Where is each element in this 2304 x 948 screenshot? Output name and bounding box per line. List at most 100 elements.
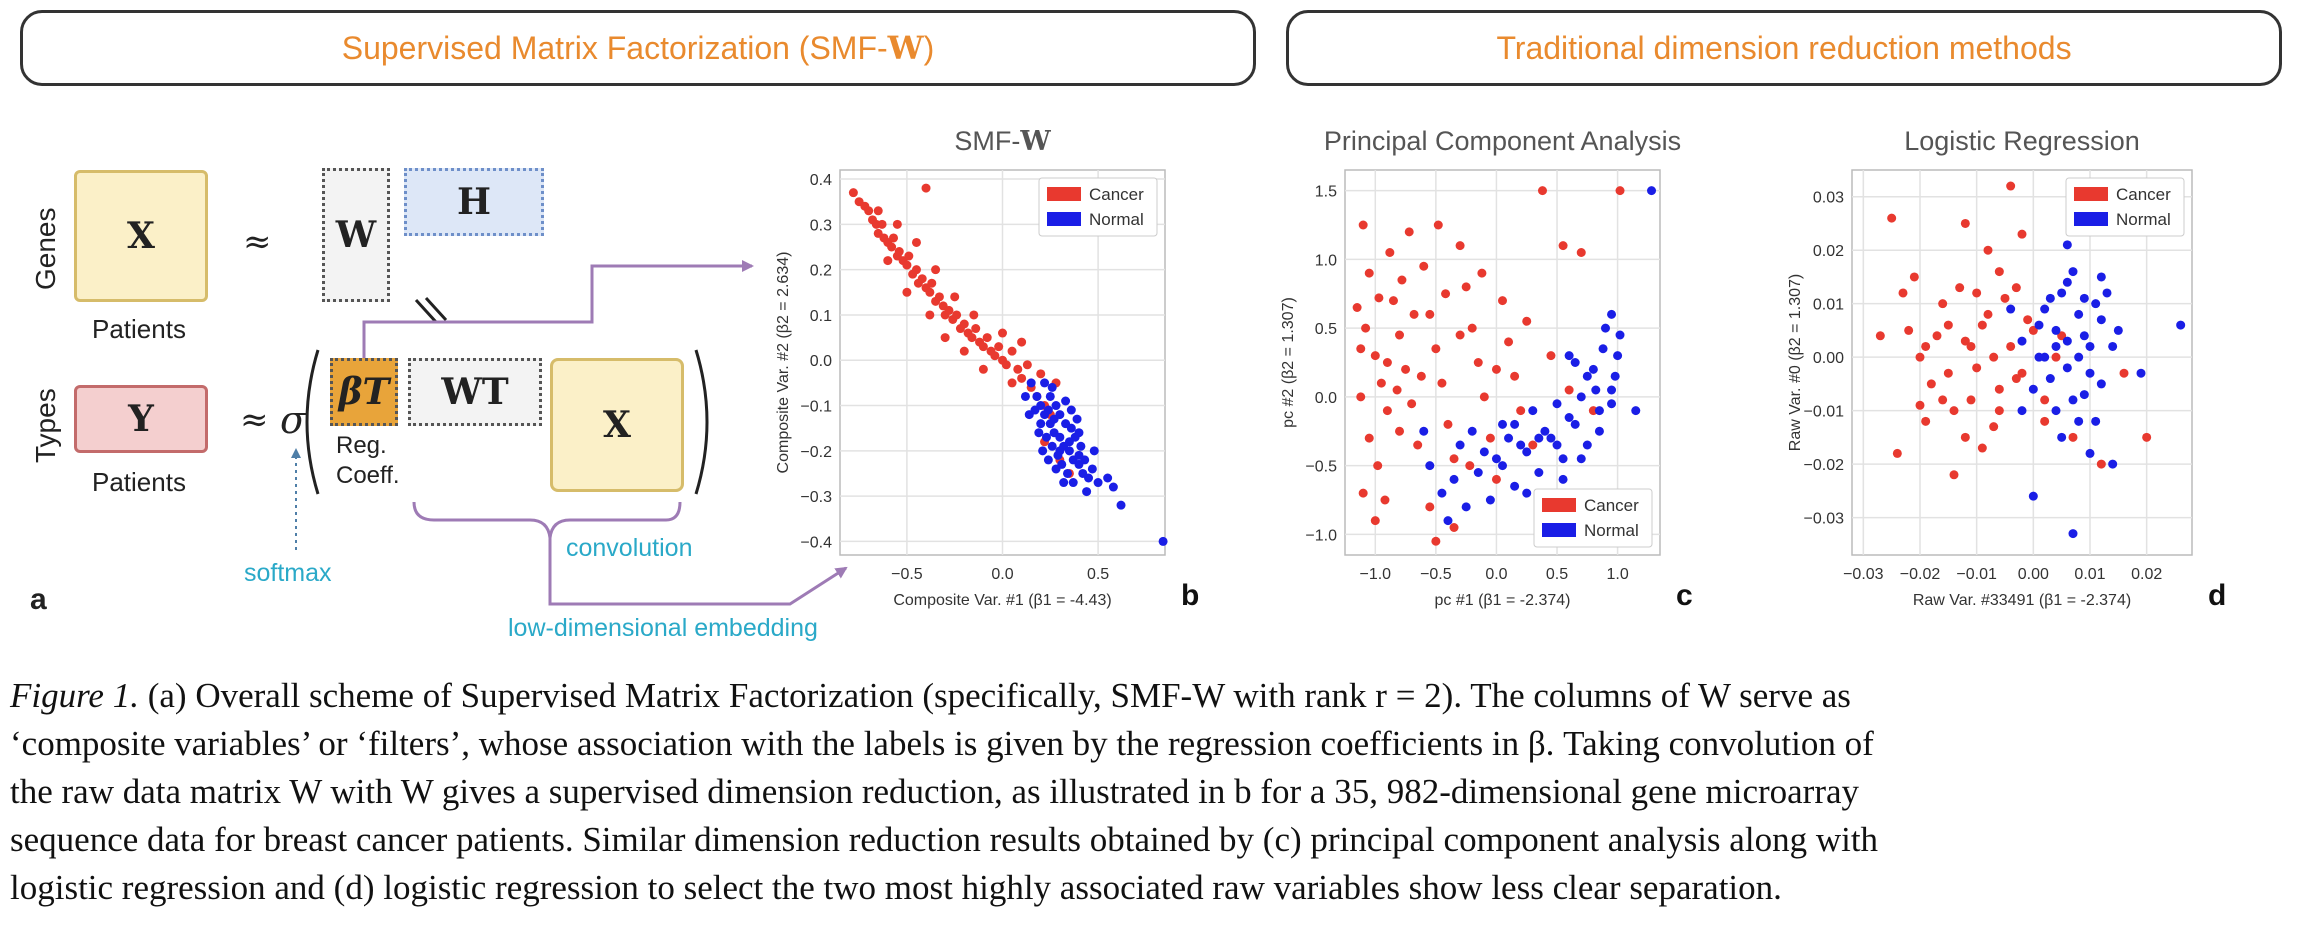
normal-point [1055,446,1065,456]
normal-point [1158,536,1168,546]
caption-line-4: sequence data for breast cancer patients… [10,820,1879,859]
normal-point [1036,419,1046,429]
x2-matrix: X [550,358,684,492]
normal-point [1040,378,1050,388]
normal-point [1607,385,1617,395]
normal-point [1479,447,1489,457]
normal-point [1485,495,1495,505]
x-axis-label: Raw Var. #33491 (β1 = -2.374) [1913,592,2131,609]
cancer-point [959,319,969,329]
cancer-point [1546,351,1556,361]
cancer-point [1558,241,1568,251]
normal-point [2113,325,2123,335]
normal-point [1068,478,1078,488]
legend-swatch-cancer [1542,498,1576,512]
normal-point [1108,482,1118,492]
cancer-point [1437,378,1447,388]
cancer-point [1955,283,1965,293]
cancer-point [1921,416,1931,426]
legend-swatch-normal [1542,523,1576,537]
cancer-point [1909,272,1919,282]
cancer-point [1960,218,1970,228]
normal-point [1074,428,1084,438]
cancer-point [1972,288,1982,298]
y-tick-label: −0.1 [800,399,832,416]
normal-point [1103,473,1113,483]
cancer-point [2057,331,2067,341]
cancer-point [2006,181,2016,191]
normal-point [1084,473,1094,483]
cancer-point [1441,289,1451,299]
embedding-label: low-dimensional embedding [508,614,818,642]
normal-point [2045,374,2055,384]
cancer-point [1491,364,1501,374]
normal-point [1498,419,1507,429]
cancer-point [1382,358,1392,367]
cancer-point [894,247,904,257]
normal-point [2074,309,2084,319]
cancer-point [967,333,977,343]
cancer-point [1966,341,1976,351]
normal-point [1588,364,1598,374]
normal-point [1059,478,1069,488]
x-tick-label: 1.0 [1606,566,1628,583]
panel-letter-a: a [30,583,47,616]
normal-point [1443,516,1453,526]
patients-label-1: Patients [92,314,186,344]
normal-point [2096,379,2106,389]
normal-point [2028,384,2038,394]
cancer-point [1431,344,1441,354]
cancer-point [2051,352,2061,362]
y-axis-label: pc #2 (β2 = 1.307) [1280,297,1297,428]
cancer-point [959,346,969,356]
caption-line-5: logistic regression and (d) logistic reg… [10,868,1782,907]
cancer-point [883,256,893,266]
y-tick-label: −0.3 [800,489,832,506]
cancer-point [911,265,921,275]
chart-title: Principal Component Analysis [1324,126,1681,156]
beta-t-text: βT [338,371,390,413]
cancer-point [1875,331,1885,341]
cancer-point [1449,454,1459,464]
y-tick-label: 0.0 [1315,390,1337,407]
cancer-point [1013,364,1023,374]
cancer-point [1943,320,1953,330]
normal-point [1564,351,1574,361]
normal-point [1034,428,1044,438]
legend-label-normal: Normal [2116,210,2171,229]
smf-header-suffix: ) [923,29,935,66]
normal-point [2176,320,2186,330]
normal-point [2085,341,2095,351]
cancer-point [925,287,935,297]
normal-point [1437,488,1447,498]
y-tick-label: −0.4 [800,534,832,551]
cancer-point [1949,406,1959,416]
cancer-point [902,260,912,270]
normal-point [1576,454,1586,464]
cancer-point [2142,432,2152,442]
normal-point [1061,396,1071,406]
cancer-point [1983,309,1993,319]
y-tick-label: 0.0 [810,353,832,370]
normal-point [2062,336,2072,346]
cancer-point [971,324,981,334]
y-axis-label: Composite Var. #2 (β2 = 2.634) [775,252,792,474]
cancer-point [978,364,988,374]
cancer-point [2011,374,2021,384]
cancer-point [1409,309,1419,319]
x-tick-label: −1.0 [1359,566,1391,583]
cancer-point [978,342,988,352]
cancer-point [1989,422,1999,432]
panel-letter-c: c [1676,579,1693,612]
normal-point [2074,416,2084,426]
normal-point [2096,272,2106,282]
cancer-point [902,287,912,297]
normal-point [2051,325,2061,335]
cancer-point [1433,220,1443,230]
cancer-point [1361,323,1371,333]
legend-swatch-cancer [1047,187,1081,201]
normal-point [1522,488,1532,498]
x-tick-label: 0.0 [1485,566,1507,583]
legend-label-normal: Normal [1089,210,1144,229]
legend-swatch-cancer [2074,187,2108,201]
